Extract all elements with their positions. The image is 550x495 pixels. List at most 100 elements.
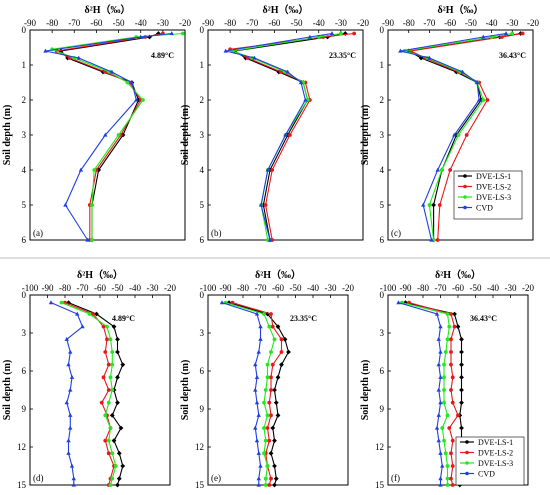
data-point <box>103 350 108 354</box>
legend-box <box>455 436 525 486</box>
data-point <box>431 202 436 208</box>
panel-label: (d) <box>33 473 44 483</box>
data-point <box>450 483 455 487</box>
data-point <box>267 167 273 173</box>
data-point <box>101 324 106 329</box>
data-point <box>452 311 457 317</box>
legend-item: DVE-LS-2 <box>476 183 511 192</box>
y-tick-label: 6 <box>200 235 205 245</box>
data-point <box>449 350 453 354</box>
x-axis-title: δ²H（‰） <box>435 268 481 281</box>
data-point <box>262 400 266 405</box>
data-point <box>438 476 443 481</box>
data-point <box>427 203 432 207</box>
y-tick-label: 1 <box>22 60 27 70</box>
data-point <box>69 374 75 379</box>
data-point <box>258 202 264 207</box>
data-point <box>96 167 102 173</box>
y-tick-label: 4 <box>200 165 205 175</box>
data-point <box>69 463 75 468</box>
y-tick-label: 12 <box>375 442 384 452</box>
x-tick-label: -30 <box>325 283 337 293</box>
data-point <box>438 400 443 405</box>
data-point <box>285 132 291 138</box>
x-tick-label: -60 <box>94 283 106 293</box>
data-point <box>116 133 121 137</box>
x-tick-label: -100 <box>22 283 39 293</box>
data-point <box>272 337 277 342</box>
data-point <box>90 238 94 242</box>
legend-box <box>453 170 523 220</box>
data-point <box>434 425 440 430</box>
data-point <box>265 413 270 418</box>
data-point <box>267 324 272 329</box>
data-point <box>443 451 448 456</box>
data-point <box>115 482 120 488</box>
panel-label: (e) <box>211 473 221 483</box>
data-point <box>111 438 117 444</box>
x-tick-label: -30 <box>505 283 517 293</box>
data-point <box>270 324 275 329</box>
data-point <box>283 132 288 137</box>
x-tick-label: -20 <box>342 283 354 293</box>
x-tick-label: -30 <box>157 18 169 28</box>
y-tick-label: 12 <box>17 442 26 452</box>
legend-marker <box>465 450 469 455</box>
data-point <box>66 438 71 443</box>
data-point <box>445 476 450 481</box>
x-tick-label: -70 <box>255 283 267 293</box>
x-tick-label: -50 <box>290 283 302 293</box>
panel-label: (c) <box>391 228 401 238</box>
data-point <box>485 98 490 102</box>
data-point <box>449 476 453 481</box>
x-tick-label: -60 <box>268 18 280 28</box>
data-point <box>272 482 277 488</box>
data-point <box>272 463 277 469</box>
x-tick-label: -90 <box>42 283 54 293</box>
data-point <box>520 31 525 36</box>
data-point <box>108 337 113 342</box>
data-point <box>115 400 120 406</box>
data-point <box>459 425 464 431</box>
x-tick-label: -50 <box>113 18 125 28</box>
y-tick-label: 15 <box>375 480 385 490</box>
temperature-label: 36.43°C <box>470 314 497 323</box>
data-point <box>459 362 464 368</box>
x-tick-label: -90 <box>202 18 214 28</box>
series-line-dve-ls-2 <box>64 302 115 486</box>
data-point <box>91 312 95 316</box>
y-tick-label: 0 <box>200 290 205 300</box>
data-point <box>90 203 94 207</box>
x-tick-label: -90 <box>220 283 232 293</box>
legend-marker <box>465 461 469 465</box>
data-point <box>329 31 335 36</box>
y-tick-label: 4 <box>22 165 27 175</box>
data-point <box>439 168 444 172</box>
x-tick-label: -30 <box>147 283 159 293</box>
data-point <box>94 311 99 317</box>
x-axis-title: δ²H（‰） <box>77 268 123 281</box>
data-point <box>298 80 304 85</box>
x-tick-label: -90 <box>400 283 412 293</box>
data-point <box>78 167 84 172</box>
data-point <box>436 336 441 341</box>
data-point <box>269 388 273 392</box>
data-point <box>459 374 464 380</box>
data-point <box>450 438 455 443</box>
y-axis-title: Soil depth (m) <box>180 105 191 166</box>
x-tick-label: -80 <box>46 18 58 28</box>
data-point <box>256 349 261 354</box>
data-point <box>108 375 113 380</box>
data-point <box>59 300 64 305</box>
data-point <box>459 387 464 393</box>
data-point <box>267 483 272 487</box>
data-point <box>267 400 272 405</box>
x-tick-label: -50 <box>291 18 303 28</box>
series-line-dve-ls-2 <box>228 32 355 241</box>
x-tick-label: -60 <box>90 18 102 28</box>
legend-marker <box>465 440 469 444</box>
data-point <box>106 400 111 405</box>
x-axis-title: δ²H（‰） <box>255 268 301 281</box>
x-tick-label: -80 <box>59 283 71 293</box>
x-tick-label: -90 <box>24 18 36 28</box>
